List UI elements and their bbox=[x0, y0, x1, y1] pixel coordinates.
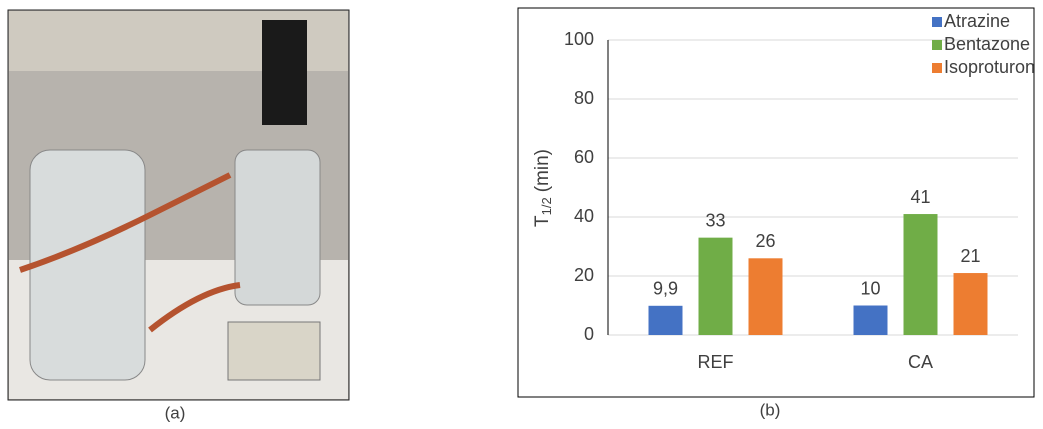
legend-swatch bbox=[932, 63, 942, 73]
caption: (b) bbox=[760, 400, 781, 419]
y-axis-label-unit: (min) bbox=[532, 149, 553, 192]
bar bbox=[699, 238, 733, 335]
bar bbox=[749, 258, 783, 335]
y-tick-label: 60 bbox=[574, 147, 594, 167]
photo-vessel bbox=[235, 150, 320, 305]
legend-label: Isoproturon bbox=[944, 57, 1035, 77]
bar bbox=[649, 306, 683, 335]
legend-label: Bentazone bbox=[944, 34, 1030, 54]
bar bbox=[954, 273, 988, 335]
y-axis-label-main: T bbox=[532, 215, 553, 227]
value-label: 41 bbox=[910, 187, 930, 207]
y-tick-label: 80 bbox=[574, 88, 594, 108]
value-label: 10 bbox=[860, 278, 880, 298]
photo bbox=[8, 10, 349, 400]
x-tick-label: CA bbox=[908, 352, 933, 372]
legend-label: Atrazine bbox=[944, 11, 1010, 31]
photo-motor bbox=[262, 20, 307, 125]
bar bbox=[854, 306, 888, 336]
value-label: 26 bbox=[755, 231, 775, 251]
photo-stirrer bbox=[228, 322, 320, 380]
caption: (a) bbox=[165, 403, 186, 422]
legend-swatch bbox=[932, 17, 942, 27]
y-axis-label-sub: 1/2 bbox=[539, 197, 554, 215]
value-label: 33 bbox=[705, 210, 725, 230]
y-tick-label: 20 bbox=[574, 265, 594, 285]
y-tick-label: 100 bbox=[564, 29, 594, 49]
figure: (a) (b) T1/2 (min) 0 20 40 60 80 100 REF 9,9 33 26… bbox=[0, 0, 1043, 424]
photo-vessel bbox=[30, 150, 145, 380]
x-tick-label: REF bbox=[698, 352, 734, 372]
y-tick-label: 0 bbox=[584, 324, 594, 344]
legend-swatch bbox=[932, 40, 942, 50]
value-label: 21 bbox=[960, 246, 980, 266]
value-label: 9,9 bbox=[653, 279, 678, 299]
y-tick-label: 40 bbox=[574, 206, 594, 226]
bar bbox=[904, 214, 938, 335]
